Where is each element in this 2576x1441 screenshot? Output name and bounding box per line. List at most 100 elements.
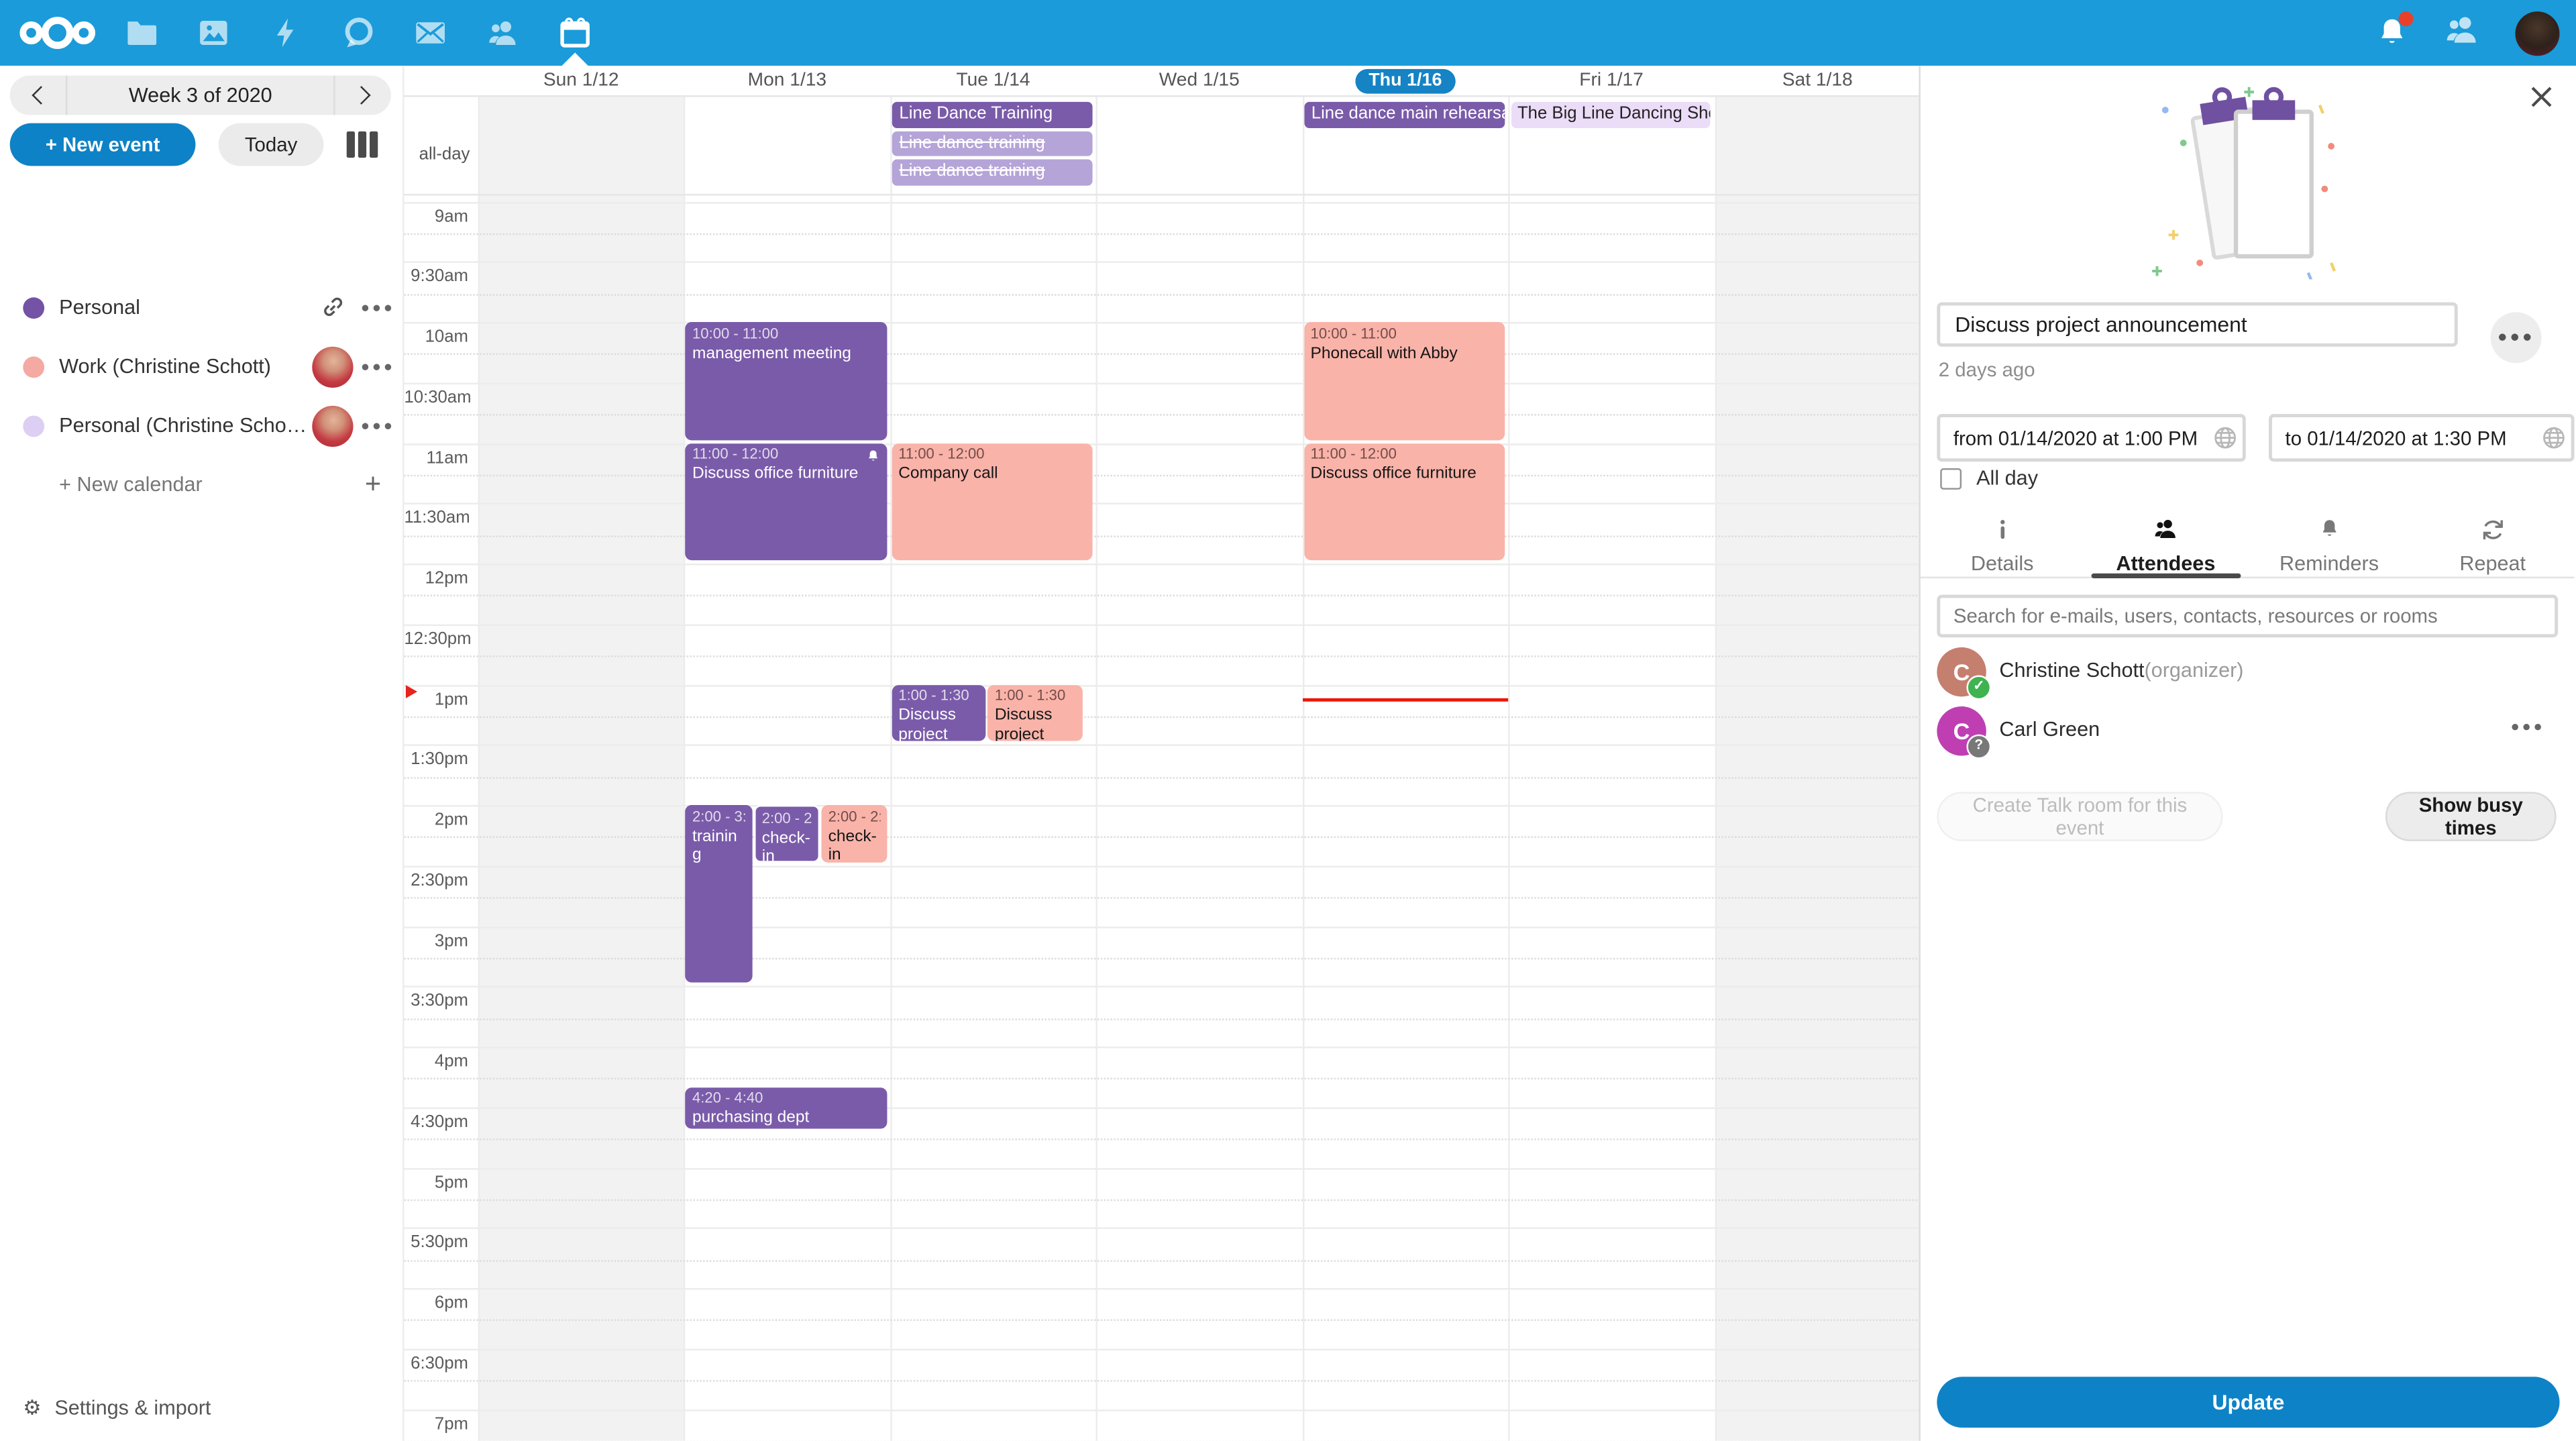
attendee-actions-icon[interactable]: ●●● [2510, 718, 2545, 735]
calendar-icon[interactable] [539, 0, 611, 66]
event-block[interactable]: 1:00 - 1:30 Discuss project [988, 684, 1083, 742]
event-title: check-in [761, 829, 810, 863]
calendar-actions-icon[interactable]: ●●● [360, 417, 395, 434]
attendee-row[interactable]: C? Carl Green ●●● [1921, 703, 2575, 762]
event-block[interactable]: 10:00 - 11:00 management meeting [686, 322, 888, 440]
event-block[interactable]: 2:00 - 3:30 training [686, 805, 753, 983]
time-slot-row[interactable] [404, 624, 1919, 686]
event-time-label: 1:00 - 1:30 [898, 686, 969, 704]
show-busy-times-button[interactable]: Show busy times [2385, 792, 2557, 841]
time-slot-row[interactable] [404, 745, 1919, 806]
event-time-label: 11:00 - 12:00 [692, 445, 779, 462]
event-title-input[interactable] [1937, 302, 2458, 347]
update-button[interactable]: Update [1937, 1377, 2560, 1428]
files-icon[interactable] [105, 0, 178, 66]
time-slot-row[interactable] [404, 684, 1919, 746]
day-header[interactable]: Mon 1/13 [747, 70, 827, 91]
day-header[interactable]: Sun 1/12 [543, 70, 619, 91]
event-block[interactable]: 10:00 - 11:00 Phonecall with Abby [1303, 322, 1505, 440]
time-grid[interactable]: 9am 9:30am 10am 10:30am 11am 11:30am 12pm 12:30… [404, 194, 1919, 1441]
day-header[interactable]: Fri 1/17 [1579, 70, 1644, 91]
user-avatar[interactable] [2515, 10, 2560, 56]
day-header[interactable]: Tue 1/14 [956, 70, 1030, 91]
notifications-bell-icon[interactable] [2374, 11, 2414, 51]
all-day-event[interactable]: The Big Line Dancing Show [1511, 101, 1711, 127]
all-day-event[interactable]: Line dance training [892, 130, 1092, 156]
contacts-icon[interactable] [467, 0, 539, 66]
new-calendar-button[interactable]: + New calendar + [0, 455, 402, 514]
event-title: training [692, 827, 737, 865]
calendar-actions-icon[interactable]: ●●● [360, 299, 395, 316]
time-slot-row[interactable] [404, 926, 1919, 988]
event-actions-menu-button[interactable]: ●●● [2490, 312, 2542, 364]
time-label: 11:30am [404, 508, 470, 528]
mail-icon[interactable] [394, 0, 467, 66]
to-datetime-input[interactable] [2269, 414, 2575, 462]
time-slot-row[interactable] [404, 564, 1919, 625]
event-block[interactable]: 1:00 - 1:30 Discuss project announcement [892, 684, 987, 742]
event-block[interactable]: 4:20 - 4:40 purchasing dept [686, 1087, 888, 1128]
activity-icon[interactable] [250, 0, 322, 66]
all-day-event[interactable]: Line dance training [892, 159, 1092, 185]
event-block[interactable]: 11:00 - 12:00 Company call [892, 443, 1093, 561]
day-header[interactable]: Wed 1/15 [1159, 70, 1240, 91]
event-block[interactable]: 11:00 - 12:00 Discuss office furniture [1303, 443, 1505, 561]
time-slot-row[interactable] [404, 805, 1919, 867]
nextcloud-logo[interactable] [10, 0, 105, 66]
sidebar-calendar-item[interactable]: Work (Christine Schott) ●●● [0, 337, 402, 396]
contacts-menu-icon[interactable] [2443, 9, 2483, 56]
time-slot-row[interactable] [404, 865, 1919, 927]
share-link-icon[interactable] [311, 295, 354, 320]
time-slot-row[interactable] [404, 503, 1919, 565]
event-block[interactable]: 2:00 - 2:30 check-in [821, 805, 888, 863]
day-header[interactable]: Thu 1/16 [1302, 67, 1508, 94]
calendar-name: Personal (Christine Scho… [59, 414, 307, 437]
sidebar-calendar-item[interactable]: Personal ●●● [0, 278, 402, 337]
tab-details[interactable]: Details [1921, 513, 2084, 577]
from-datetime-input[interactable] [1937, 414, 2246, 462]
time-slot-row[interactable] [404, 443, 1919, 504]
time-slot-row[interactable] [404, 262, 1919, 323]
all-day-event[interactable]: Line Dance Training [892, 101, 1092, 127]
sidebar-calendar-item[interactable]: Personal (Christine Scho… ●●● [0, 396, 402, 455]
app-launcher [10, 0, 611, 66]
time-slot-row[interactable] [404, 1409, 1919, 1441]
time-slot-row[interactable] [404, 1288, 1919, 1350]
calendar-sidebar: Week 3 of 2020 + New event Today Persona… [0, 65, 403, 1441]
time-slot-row[interactable] [404, 986, 1919, 1048]
tab-repeat[interactable]: Repeat [2411, 513, 2575, 577]
time-slot-row[interactable] [404, 201, 1919, 263]
photos-icon[interactable] [177, 0, 250, 66]
view-toggle-icon[interactable] [346, 131, 378, 158]
today-button[interactable]: Today [218, 123, 324, 166]
time-label: 12pm [425, 568, 468, 588]
all-day-event[interactable]: Line dance main rehearsal [1304, 101, 1505, 127]
talk-icon[interactable] [322, 0, 394, 66]
event-block[interactable]: 2:00 - 2:30 check-in [753, 805, 820, 863]
tab-attendees[interactable]: Attendees [2084, 513, 2248, 579]
time-label: 4pm [434, 1051, 468, 1071]
time-slot-row[interactable] [404, 322, 1919, 384]
time-slot-row[interactable] [404, 1047, 1919, 1108]
time-slot-row[interactable] [404, 382, 1919, 444]
time-slot-row[interactable] [404, 1107, 1919, 1169]
event-title: management meeting [692, 344, 851, 363]
close-icon[interactable] [2527, 82, 2557, 111]
time-slot-row[interactable] [404, 1348, 1919, 1410]
event-block[interactable]: 11:00 - 12:00 Discuss office furniture [686, 443, 888, 561]
editor-tabs: Details Attendees Reminders Repeat [1920, 513, 2575, 579]
settings-import-button[interactable]: ⚙ Settings & import [23, 1395, 211, 1420]
time-slot-row[interactable] [404, 1167, 1919, 1229]
all-day-checkbox[interactable] [1940, 468, 1962, 490]
new-event-button[interactable]: + New event [9, 123, 196, 166]
previous-week-button[interactable] [10, 75, 68, 115]
time-slot-row[interactable] [404, 1228, 1919, 1289]
day-header[interactable]: Sat 1/18 [1782, 70, 1853, 91]
attendee-row[interactable]: C ✓ Christine Schott(organizer) [1921, 644, 2575, 703]
week-label[interactable]: Week 3 of 2020 [128, 83, 272, 107]
attendee-search-input[interactable] [1937, 594, 2559, 638]
next-week-button[interactable] [333, 75, 391, 115]
calendar-actions-icon[interactable]: ●●● [360, 358, 395, 375]
create-talk-room-button[interactable]: Create Talk room for this event [1937, 792, 2223, 841]
tab-reminders[interactable]: Reminders [2247, 513, 2411, 577]
